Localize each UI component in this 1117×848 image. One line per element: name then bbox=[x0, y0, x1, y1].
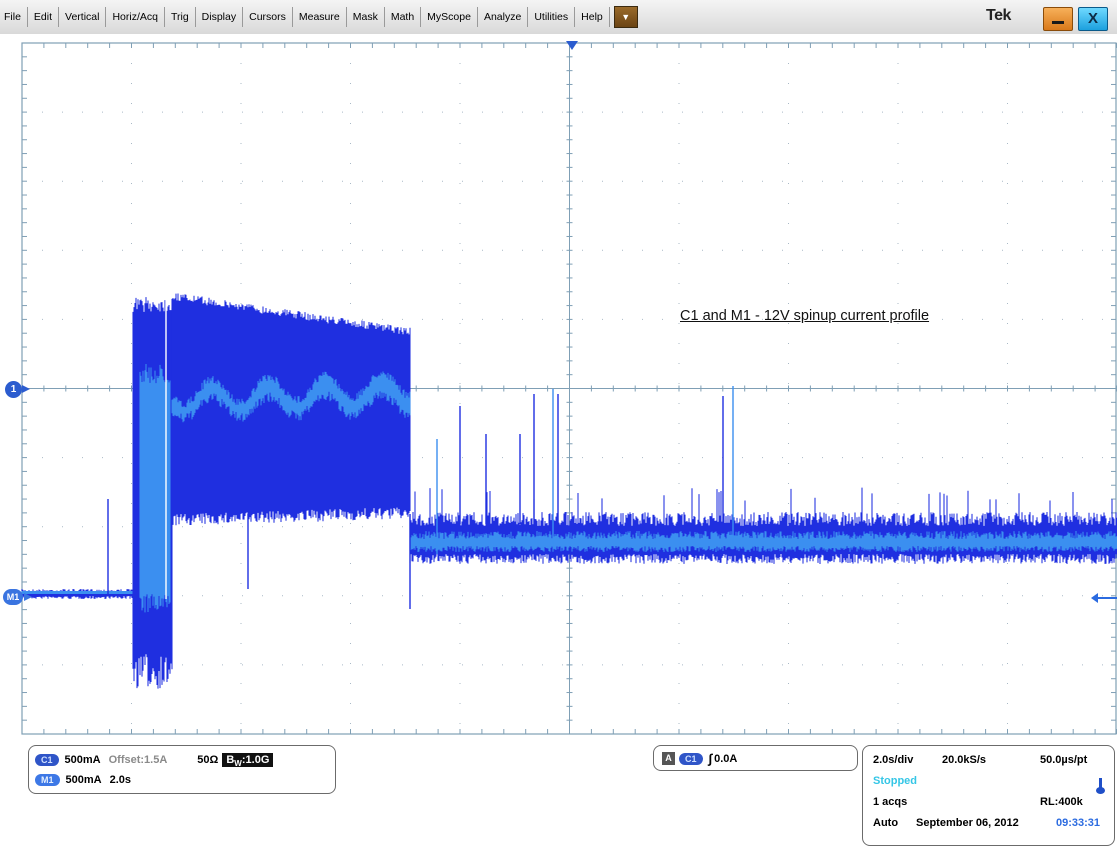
menu-trig[interactable]: Trig bbox=[165, 7, 196, 27]
math1-marker-arrow-icon bbox=[24, 593, 32, 601]
waveform-baseline-math bbox=[21, 591, 134, 594]
channel1-ground-marker[interactable]: 1 bbox=[5, 381, 22, 398]
bandwidth-limit: BW:1.0G bbox=[222, 753, 274, 769]
menu-dropdown-button[interactable]: ▼ bbox=[613, 6, 638, 28]
menu-file[interactable]: File bbox=[0, 7, 28, 27]
menu-mask[interactable]: Mask bbox=[347, 7, 385, 27]
trigger-readout-panel[interactable]: A C1 ∫ 0.0A bbox=[653, 745, 858, 771]
acquisition-date: September 06, 2012 bbox=[916, 817, 1019, 829]
waveform-accel-math bbox=[171, 371, 411, 423]
menu-vertical[interactable]: Vertical bbox=[59, 7, 107, 27]
waveform-traces bbox=[21, 293, 1117, 689]
channel1-badge: C1 bbox=[35, 754, 59, 766]
menu-display[interactable]: Display bbox=[196, 7, 244, 27]
waveform-display[interactable] bbox=[0, 34, 1117, 740]
menu-edit[interactable]: Edit bbox=[28, 7, 60, 27]
menu-math[interactable]: Math bbox=[385, 7, 422, 27]
menu-bar: File Edit Vertical Horiz/Acq Trig Displa… bbox=[0, 0, 1117, 35]
timebase-readout-panel[interactable]: 2.0s/div 20.0kS/s 50.0µs/pt Stopped 1 ac… bbox=[862, 745, 1115, 846]
channel1-impedance: 50Ω bbox=[197, 754, 219, 766]
waveform-startup-math bbox=[139, 364, 171, 613]
bandwidth-prefix: B bbox=[226, 754, 235, 766]
math1-time: 2.0s bbox=[109, 774, 132, 786]
channel1-marker-arrow-icon bbox=[22, 385, 30, 393]
math1-ground-marker[interactable]: M1 bbox=[3, 589, 23, 605]
channel1-scale: 500mA bbox=[64, 754, 101, 766]
menu-help[interactable]: Help bbox=[575, 7, 610, 27]
display-annotation: C1 and M1 - 12V spinup current profile bbox=[680, 308, 930, 324]
math1-badge: M1 bbox=[35, 774, 60, 786]
menu-horiz-acq[interactable]: Horiz/Acq bbox=[106, 7, 165, 27]
menu-analyze[interactable]: Analyze bbox=[478, 7, 529, 27]
tek-logo: Tek bbox=[986, 7, 1011, 24]
rising-edge-icon: ∫ bbox=[708, 751, 713, 766]
dropdown-arrow-icon: ▼ bbox=[621, 11, 631, 22]
run-stop-indicator-icon bbox=[1096, 778, 1105, 794]
trigger-mode-box: A bbox=[662, 752, 675, 765]
trigger-position-icon[interactable] bbox=[566, 41, 578, 50]
trigger-source-badge: C1 bbox=[679, 752, 703, 765]
channel1-readout[interactable]: C1 500mA Offset:1.5A 50Ω BW:1.0G bbox=[35, 753, 274, 769]
menu: File Edit Vertical Horiz/Acq Trig Displa… bbox=[0, 0, 638, 34]
minimize-button[interactable] bbox=[1043, 7, 1073, 31]
math1-scale: 500mA bbox=[65, 774, 102, 786]
menu-measure[interactable]: Measure bbox=[293, 7, 347, 27]
menu-cursors[interactable]: Cursors bbox=[243, 7, 293, 27]
bandwidth-value: :1.0G bbox=[241, 754, 270, 766]
bandwidth-sub: W bbox=[234, 759, 242, 769]
record-length: RL:400k bbox=[1040, 796, 1083, 808]
time-per-point: 50.0µs/pt bbox=[1040, 754, 1088, 766]
close-button[interactable]: X bbox=[1078, 7, 1108, 31]
trigger-level: 0.0A bbox=[714, 752, 738, 765]
channel1-offset: Offset:1.5A bbox=[108, 754, 168, 766]
horizontal-scale: 2.0s/div bbox=[873, 754, 914, 766]
trigger-level-arrow-icon[interactable] bbox=[1091, 593, 1117, 603]
menu-myscope[interactable]: MyScope bbox=[421, 7, 478, 27]
acquisition-count: 1 acqs bbox=[873, 796, 908, 808]
sample-rate: 20.0kS/s bbox=[942, 754, 987, 766]
minimize-icon bbox=[1052, 21, 1064, 24]
math1-readout[interactable]: M1 500mA 2.0s bbox=[35, 774, 131, 786]
trigger-readout: A C1 ∫ 0.0A bbox=[662, 751, 737, 766]
acquisition-state: Stopped bbox=[873, 775, 917, 787]
channel-readout-panel[interactable]: C1 500mA Offset:1.5A 50Ω BW:1.0G M1 500m… bbox=[28, 745, 336, 794]
acquisition-time: 09:33:31 bbox=[1056, 817, 1101, 829]
trigger-mode: Auto bbox=[873, 817, 899, 829]
menu-utilities[interactable]: Utilities bbox=[528, 7, 576, 27]
